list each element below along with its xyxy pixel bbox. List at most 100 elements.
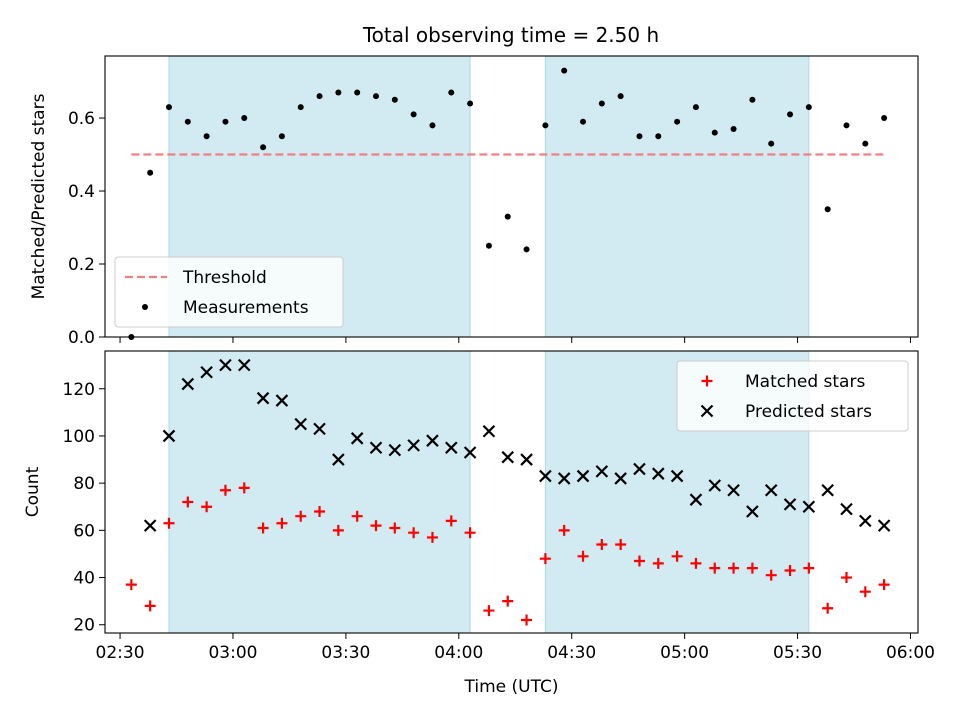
predicted-star-point [840,502,853,516]
matched-star-point [840,572,852,584]
matched-star-point [295,510,307,522]
measurement-point [881,115,888,122]
predicted-star-point [219,358,232,372]
y-tick-label: 80 [73,474,95,494]
predicted-star-point [256,391,270,405]
measurement-point [862,140,869,147]
measurement-point [598,100,605,107]
measurement-point [297,104,304,111]
measurement-point [260,144,267,151]
matched-star-point [483,605,495,617]
matched-star-point [558,524,570,536]
x-tick-label: 03:00 [208,643,257,663]
predicted-star-point [482,424,496,438]
y-tick-label: 20 [73,616,95,636]
x-axis-label: Time (UTC) [464,677,559,697]
predicted-star-point [859,514,872,528]
legend-label: Threshold [182,268,267,288]
measurement-point [448,89,455,96]
predicted-star-point [652,467,665,480]
predicted-star-point [746,505,759,518]
matched-star-point [615,539,627,551]
matched-star-point [577,550,589,562]
legend-label: Predicted stars [745,402,872,422]
y-tick-label: 100 [63,427,95,447]
measurement-point [787,111,794,118]
measurement-point [542,122,549,129]
matched-star-point [276,517,288,529]
x-tick-label: 03:30 [321,643,370,663]
predicted-star-point [181,377,195,391]
predicted-star-point [614,472,627,485]
matched-star-point [332,524,344,536]
matched-star-point [746,562,758,574]
measurement-point [711,129,718,136]
predicted-star-point [294,417,307,431]
predicted-star-point [350,432,364,445]
x-tick-label: 04:30 [547,643,596,663]
matched-star-point [201,501,213,513]
predicted-star-point [576,469,590,483]
predicted-star-point [708,479,722,492]
measurement-point [184,118,191,125]
predicted-star-point [200,365,213,379]
matched-star-point [709,562,721,574]
matched-star-point [219,484,231,496]
y-tick-label: 0.0 [68,328,95,348]
matched-star-point [370,520,382,532]
measurement-point [730,125,737,132]
predicted-star-point [802,500,816,514]
matched-star-point [464,527,476,539]
measurement-point [391,96,398,103]
x-tick-label: 04:00 [434,643,483,663]
predicted-star-point [275,394,289,407]
predicted-star-point [407,439,420,452]
bottom-panel: 20 40 60 80 100 120 02:30 03:00 03:30 04:00 04:30 0… [23,350,935,697]
predicted-star-point [633,462,646,476]
matched-star-point [728,562,740,574]
y-axis-label: Count [23,466,43,517]
predicted-star-point [877,519,891,532]
y-axis-label: Matched/Predicted stars [29,93,49,299]
predicted-star-point [388,443,402,457]
matched-star-point [502,595,514,607]
x-tick-label: 05:30 [773,643,822,663]
predicted-star-point [557,472,571,485]
matched-star-point [878,579,890,591]
matched-star-point [784,564,796,576]
y-tick-label: 120 [63,380,95,400]
matched-star-point [803,562,815,574]
measurement-point [824,206,831,213]
x-tick-label: 02:30 [96,643,145,663]
matched-star-point [690,557,702,569]
matched-star-point [822,602,834,614]
y-tick-label: 0.6 [68,109,95,129]
matched-star-point [539,553,551,565]
legend-label: Matched stars [745,372,865,392]
measurement-point [278,133,285,140]
measurement-point [335,89,342,96]
legend-frame [114,256,344,328]
predicted-star-point [332,453,345,466]
predicted-star-point [501,450,515,464]
measurement-point [410,111,417,118]
predicted-star-point [595,465,609,478]
measurement-point [485,242,492,249]
y-tick-label: 0.2 [68,255,95,275]
measurement-point [580,118,587,125]
matched-star-point [238,482,250,494]
measurement-point [843,122,850,129]
matched-star-point [144,600,156,612]
predicted-star-point [821,483,834,497]
matched-star-point [765,569,777,581]
measurement-point [805,104,812,111]
y-tick-label: 40 [73,569,95,589]
legend-predicted-swatch [700,404,714,418]
matched-star-point [257,522,269,534]
matched-star-point [445,515,457,527]
y-tick-label: 60 [73,521,95,541]
measurement-point [636,133,643,140]
matched-star-point [859,586,871,598]
measurement-point [467,100,474,107]
